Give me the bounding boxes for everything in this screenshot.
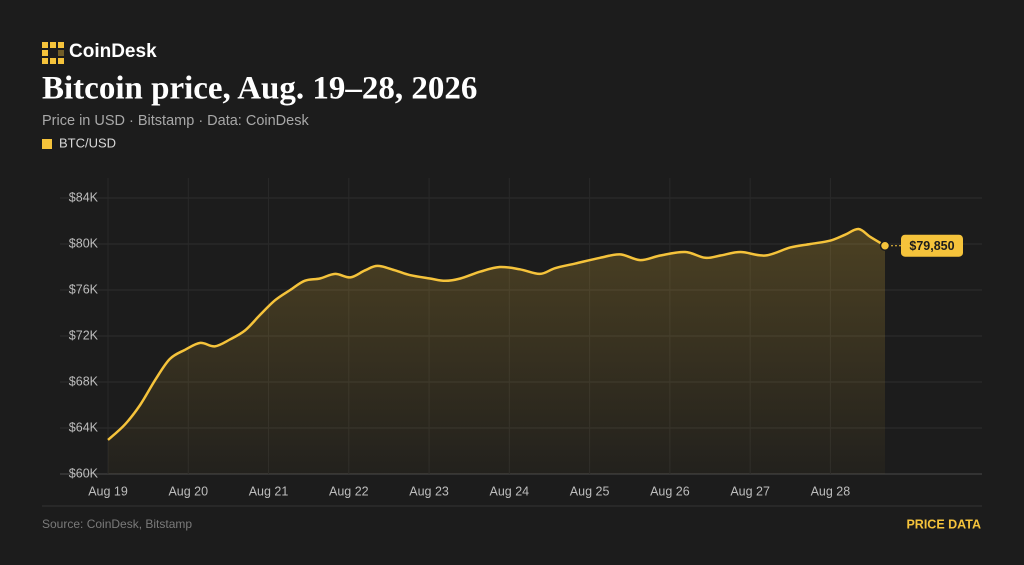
x-tick-label: Aug 23 [409,484,449,498]
y-tick-label: $68K [69,374,99,388]
chart-subtitle: Price in USD · Bitstamp · Data: CoinDesk [42,113,309,129]
x-tick-label: Aug 28 [811,484,851,498]
price-data-link[interactable]: PRICE DATA [906,517,981,531]
x-tick-label: Aug 24 [490,484,530,498]
x-tick-label: Aug 26 [650,484,690,498]
x-tick-label: Aug 25 [570,484,610,498]
value-label-box [901,234,963,257]
area [108,229,885,474]
plot: $60K $64K $68K $72K $76K $80K $84K Aug 19 Aug 20… [60,178,982,498]
x-tick-label: Aug 27 [730,484,770,498]
legend-swatch [42,139,52,149]
y-tick-label: $72K [69,328,99,342]
legend-label: BTC/USD [59,135,116,150]
source: Source: CoinDesk, Bitstamp [42,517,192,531]
chart-title: Bitcoin price, Aug. 19–28, 2026 [42,71,477,107]
y-tick-label: $64K [69,420,99,434]
brand-logo [42,42,64,64]
value-label: $79,850 [909,239,954,253]
y-tick-label: $76K [69,282,99,296]
x-tick-label: Aug 22 [329,484,369,498]
y-tick-label: $60K [69,466,99,480]
end-point [879,240,891,251]
y-tick-label: $84K [69,190,99,204]
y-tick-label: $80K [69,236,99,250]
x-tick-label: Aug 20 [168,484,208,498]
x-tick-label: Aug 19 [88,484,128,498]
brand: CoinDesk [69,41,157,62]
x-tick-label: Aug 21 [249,484,289,498]
line [107,227,886,441]
